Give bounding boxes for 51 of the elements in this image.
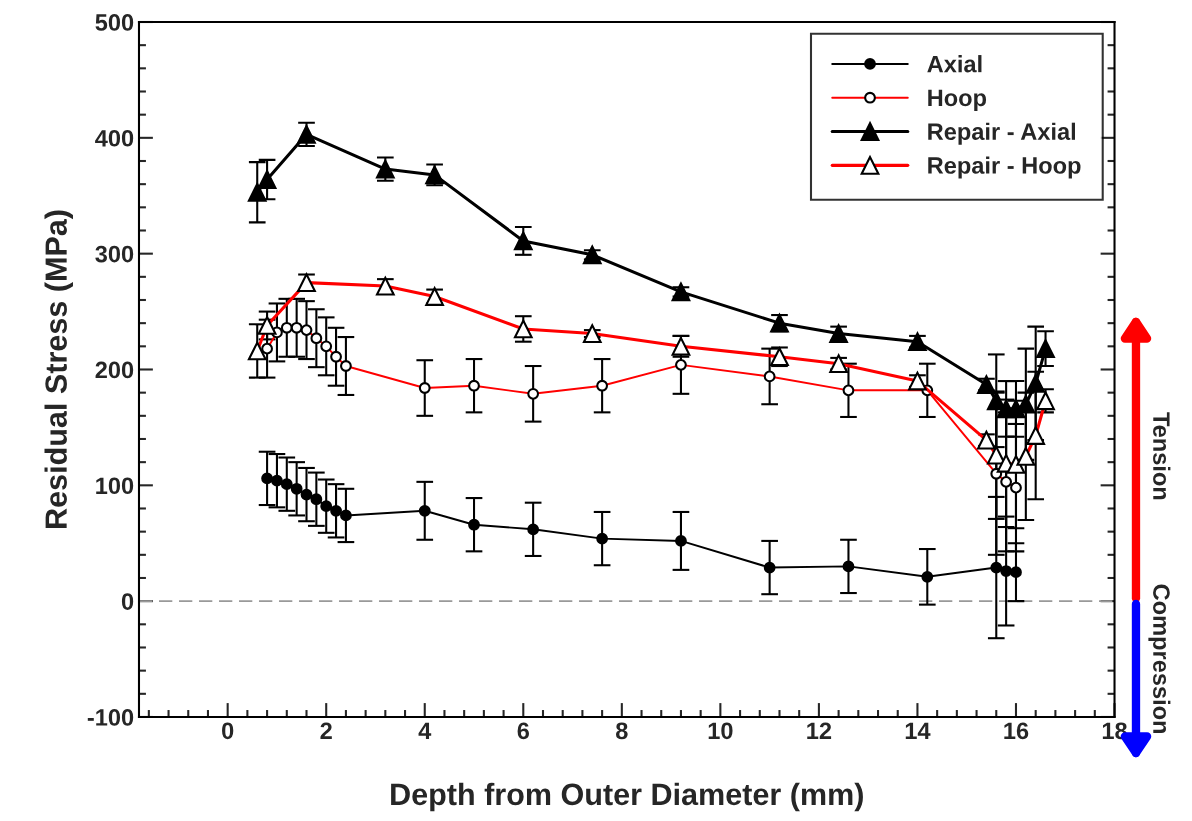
point: [330, 504, 342, 517]
point: [763, 561, 776, 574]
point: [261, 472, 273, 485]
point: [310, 493, 323, 506]
y-tick-label: 300: [95, 245, 134, 263]
point: [596, 532, 609, 545]
x-tick-label: 0: [222, 722, 234, 740]
x-tick-label: 2: [320, 722, 332, 739]
point: [320, 500, 333, 513]
point: [1036, 339, 1055, 359]
legend-label: Repair - Hoop: [928, 156, 1081, 179]
x-tick-label: 6: [517, 722, 529, 740]
point: [990, 561, 1003, 574]
y-tick-label: 400: [95, 129, 134, 147]
x-axis-title: Depth from Outer Diameter (mm): [391, 782, 863, 812]
point: [247, 182, 267, 202]
y-tick-label: -100: [87, 709, 134, 726]
point: [513, 231, 533, 251]
x-tick-label: 12: [807, 722, 832, 739]
point: [675, 535, 687, 547]
x-tick-label: 8: [616, 722, 628, 740]
text: Tension: [1153, 412, 1171, 500]
x-tick-label: 16: [1004, 722, 1029, 740]
point: [257, 170, 277, 189]
point: [340, 509, 352, 522]
legend-label: Hoop: [928, 89, 987, 111]
text: Compression: [1148, 584, 1171, 734]
point: [1010, 566, 1022, 579]
point: [921, 570, 934, 583]
x-tick-label: 10: [708, 722, 733, 740]
point: [1016, 394, 1036, 414]
point: [1026, 374, 1046, 393]
point: [1000, 565, 1013, 577]
legend-label: Repair - Axial: [928, 122, 1076, 145]
legend-label: Axial: [927, 55, 982, 73]
y-tick-label: 500: [95, 14, 134, 31]
x-tick-label: 14: [905, 722, 931, 739]
point: [271, 474, 283, 487]
point: [418, 504, 431, 517]
point: [300, 488, 313, 501]
y-tick-label: 100: [96, 477, 134, 495]
point: [280, 478, 293, 491]
x-tick-label: 4: [418, 722, 432, 739]
point: [986, 391, 1006, 411]
point: [290, 482, 303, 495]
point: [842, 560, 855, 573]
y-tick-label: 200: [95, 361, 134, 379]
point: [527, 523, 540, 536]
y-tick-label: 0: [121, 593, 134, 610]
point: [468, 518, 480, 531]
y-axis-title: Residual Stress (MPa): [44, 210, 73, 528]
